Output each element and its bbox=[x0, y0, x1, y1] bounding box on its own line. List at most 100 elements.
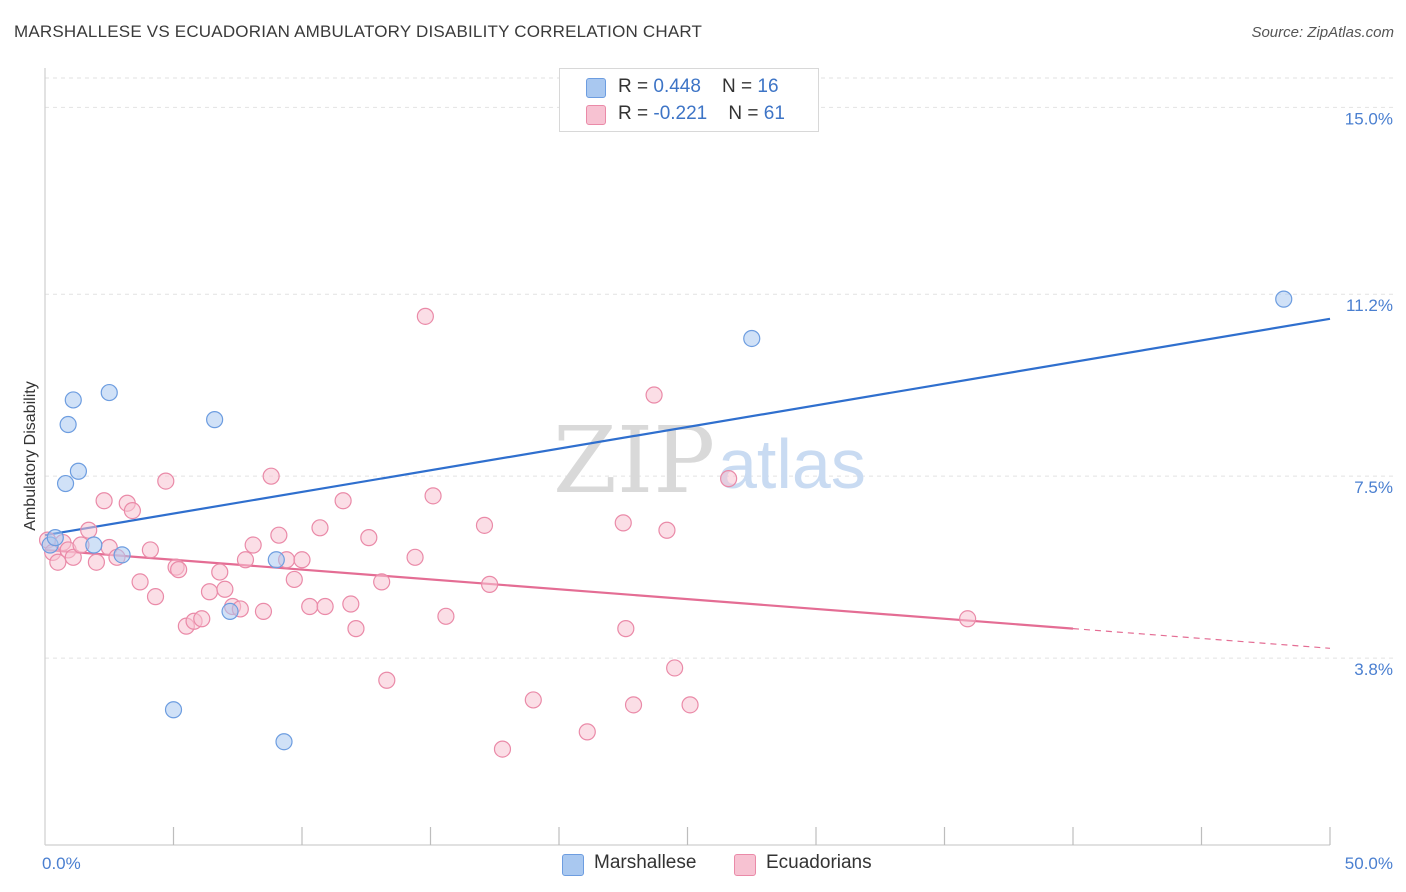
ecuadorian-point[interactable] bbox=[285, 570, 303, 589]
ecuadorian-point[interactable] bbox=[493, 740, 512, 758]
ecuadorian-point[interactable] bbox=[666, 659, 684, 677]
ecuadorian-point[interactable] bbox=[270, 526, 288, 544]
marshallese-point[interactable] bbox=[1275, 290, 1293, 308]
ecuadorian-point[interactable] bbox=[316, 597, 334, 616]
legend-swatch-marshallese bbox=[586, 78, 606, 98]
ecuadorian-point[interactable] bbox=[80, 521, 98, 539]
ecuadorian-point[interactable] bbox=[681, 696, 699, 714]
marshallese-point[interactable] bbox=[743, 329, 761, 348]
ecuadorian-point[interactable] bbox=[293, 551, 311, 569]
ecuadorian-point[interactable] bbox=[141, 541, 159, 559]
ecuadorian-point[interactable] bbox=[624, 696, 643, 714]
ecuadorian-point[interactable] bbox=[578, 723, 596, 741]
marshallese-point[interactable] bbox=[85, 536, 103, 554]
ecuadorian-point[interactable] bbox=[617, 620, 635, 638]
marshallese-point[interactable] bbox=[275, 733, 293, 751]
ecuadorian-trend-line-extension bbox=[1072, 628, 1331, 649]
x-tick-label: 0.0% bbox=[42, 854, 81, 873]
ecuadorian-point[interactable] bbox=[481, 575, 499, 593]
marshallese-point[interactable] bbox=[59, 415, 77, 434]
ecuadorian-point[interactable] bbox=[49, 553, 67, 571]
ecuadorian-point[interactable] bbox=[416, 307, 434, 325]
ecuadorian-point[interactable] bbox=[95, 492, 113, 510]
ecuadorian-point[interactable] bbox=[342, 595, 360, 613]
grid-lines bbox=[45, 77, 1395, 659]
marshallese-point[interactable] bbox=[100, 383, 118, 402]
legend-n-label: N = bbox=[722, 76, 758, 97]
legend-n-value: 61 bbox=[763, 103, 785, 124]
ecuadorian-point[interactable] bbox=[157, 472, 175, 490]
ecuadorian-point[interactable] bbox=[123, 501, 141, 520]
ecuadorian-point[interactable] bbox=[373, 573, 391, 591]
chart-title: MARSHALLESE VS ECUADORIAN AMBULATORY DIS… bbox=[14, 22, 703, 41]
marshallese-point[interactable] bbox=[69, 462, 88, 480]
ecuadorian-point[interactable] bbox=[524, 691, 542, 709]
legend-r-value: -0.221 bbox=[653, 103, 708, 124]
y-tick-label: 11.2% bbox=[1346, 296, 1393, 315]
marshallese-point[interactable] bbox=[164, 701, 183, 719]
ecuadorian-point[interactable] bbox=[720, 470, 738, 488]
ecuadorian-point[interactable] bbox=[200, 583, 219, 601]
legend-r-label: R = bbox=[618, 76, 654, 97]
y-tick-label: 7.5% bbox=[1354, 478, 1393, 497]
ecuadorian-trend-line bbox=[44, 548, 1074, 630]
ecuadorian-point[interactable] bbox=[424, 487, 442, 505]
series-legend: Marshallese Ecuadorians bbox=[0, 852, 1406, 878]
legend-n-label: N = bbox=[728, 103, 764, 124]
ecuadorian-point[interactable] bbox=[360, 529, 378, 547]
trend-lines bbox=[44, 317, 1331, 649]
ecuadorian-point[interactable] bbox=[216, 580, 234, 598]
marshallese-point[interactable] bbox=[46, 529, 64, 547]
ecuadorian-point[interactable] bbox=[170, 561, 188, 579]
watermark-atlas: atlas bbox=[718, 425, 866, 503]
marshallese-point[interactable] bbox=[267, 551, 285, 569]
data-points bbox=[38, 290, 1293, 758]
ecuadorian-point[interactable] bbox=[437, 607, 455, 625]
ecuadorian-point[interactable] bbox=[211, 563, 229, 581]
ecuadorian-point[interactable] bbox=[334, 492, 352, 510]
legend-swatch-ecuadorians bbox=[586, 105, 606, 125]
legend-r-label: R = bbox=[618, 103, 654, 124]
marshallese-point[interactable] bbox=[113, 546, 131, 564]
legend-swatch-marshallese bbox=[562, 854, 584, 876]
ecuadorian-point[interactable] bbox=[146, 588, 165, 606]
ecuadorian-point[interactable] bbox=[262, 467, 280, 485]
ecuadorian-point[interactable] bbox=[131, 573, 149, 591]
source-label: Source: ZipAtlas.com bbox=[1251, 24, 1394, 41]
legend-r-value: 0.448 bbox=[653, 76, 701, 97]
x-tick-label: 50.0% bbox=[1345, 854, 1393, 873]
watermark-zip: ZIP bbox=[553, 407, 715, 514]
y-tick-label: 3.8% bbox=[1354, 660, 1393, 679]
ecuadorian-point[interactable] bbox=[311, 519, 329, 537]
ecuadorian-point[interactable] bbox=[645, 386, 663, 404]
legend-n-value: 16 bbox=[757, 76, 779, 97]
ecuadorian-point[interactable] bbox=[475, 516, 494, 534]
marshallese-point[interactable] bbox=[206, 411, 224, 429]
marshallese-point[interactable] bbox=[56, 474, 75, 493]
ecuadorian-point[interactable] bbox=[614, 514, 632, 532]
ecuadorian-point[interactable] bbox=[193, 610, 211, 628]
ecuadorian-point[interactable] bbox=[658, 521, 676, 539]
marshallese-point[interactable] bbox=[221, 602, 239, 621]
legend-label-marshallese: Marshallese bbox=[594, 852, 697, 873]
marshallese-trend-line bbox=[44, 317, 1331, 537]
ecuadorian-point[interactable] bbox=[244, 536, 262, 554]
watermark: ZIP atlas bbox=[553, 407, 866, 514]
ecuadorian-point[interactable] bbox=[378, 671, 396, 689]
legend-label-ecuadorians: Ecuadorians bbox=[766, 852, 872, 873]
y-axis-label: Ambulatory Disability bbox=[22, 381, 39, 530]
ecuadorian-point[interactable] bbox=[959, 610, 977, 628]
ecuadorian-point[interactable] bbox=[236, 551, 255, 569]
ecuadorian-point[interactable] bbox=[406, 548, 424, 566]
ecuadorian-point[interactable] bbox=[254, 602, 273, 621]
ecuadorian-point[interactable] bbox=[64, 548, 82, 566]
stats-legend: R = 0.448 N = 16 R = -0.221 N = 61 bbox=[559, 68, 819, 132]
y-tick-labels: 3.8% 7.5% 11.2% 15.0% bbox=[1345, 109, 1393, 679]
ecuadorian-point[interactable] bbox=[87, 553, 106, 571]
ecuadorian-point[interactable] bbox=[347, 620, 365, 638]
x-tick-labels: 0.0% 50.0% bbox=[42, 854, 1393, 873]
ecuadorian-point[interactable] bbox=[301, 597, 319, 616]
axes bbox=[44, 68, 1331, 846]
marshallese-point[interactable] bbox=[64, 391, 82, 409]
